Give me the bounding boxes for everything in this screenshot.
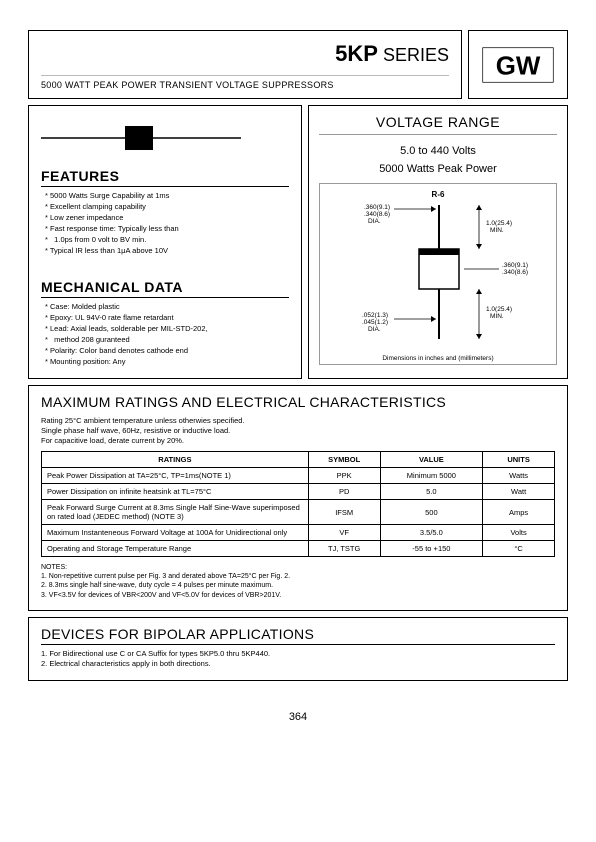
- feature-item: Fast response time: Typically less than: [41, 224, 289, 233]
- mechanical-item: method 208 guranteed: [41, 335, 289, 344]
- cell-value: 5.0: [380, 484, 483, 500]
- ratings-pretext: Rating 25°C ambient temperature unless o…: [41, 416, 555, 445]
- col-value: VALUE: [380, 452, 483, 468]
- page-number: 364: [28, 711, 568, 723]
- cell-rating: Peak Power Dissipation at TA=25°C, TP=1m…: [42, 468, 309, 484]
- cell-symbol: IFSM: [308, 500, 380, 525]
- feature-item: Typical IR less than 1μA above 10V: [41, 246, 289, 255]
- header-subtitle: 5000 WATT PEAK POWER TRANSIENT VOLTAGE S…: [41, 80, 449, 90]
- features-list: 5000 Watts Surge Capability at 1ms Excel…: [41, 191, 289, 255]
- mechanical-list: Case: Molded plastic Epoxy: UL 94V-0 rat…: [41, 302, 289, 366]
- cell-unit: Watt: [483, 484, 555, 500]
- svg-text:GW: GW: [496, 52, 541, 80]
- table-row: Maximum Instanteneous Forward Voltage at…: [42, 525, 555, 541]
- cell-rating: Power Dissipation on infinite heatsink a…: [42, 484, 309, 500]
- ratings-notes: NOTES: 1. Non-repetitive current pulse p…: [41, 563, 555, 599]
- table-row: Peak Forward Surge Current at 8.3ms Sing…: [42, 500, 555, 525]
- bipolar-box: DEVICES FOR BIPOLAR APPLICATIONS 1. For …: [28, 617, 568, 681]
- svg-text:DIA.: DIA.: [368, 218, 381, 225]
- svg-text:.045(1.2): .045(1.2): [362, 319, 388, 326]
- gw-logo-icon: GW: [482, 45, 554, 85]
- package-label: R-6: [324, 190, 552, 199]
- feature-item: 5000 Watts Surge Capability at 1ms: [41, 191, 289, 200]
- mechanical-item: Polarity: Color band denotes cathode end: [41, 346, 289, 355]
- svg-text:.360(9.1): .360(9.1): [502, 262, 528, 269]
- svg-text:MIN.: MIN.: [490, 227, 504, 234]
- svg-text:MIN.: MIN.: [490, 313, 504, 320]
- cell-value: 500: [380, 500, 483, 525]
- mechanical-item: Case: Molded plastic: [41, 302, 289, 311]
- col-ratings: RATINGS: [42, 452, 309, 468]
- table-row: Power Dissipation on infinite heatsink a…: [42, 484, 555, 500]
- svg-text:1.0(25.4): 1.0(25.4): [486, 306, 512, 313]
- bipolar-text: 1. For Bidirectional use C or CA Suffix …: [41, 649, 555, 670]
- series-suffix: SERIES: [378, 45, 449, 65]
- cell-unit: °C: [483, 541, 555, 557]
- package-footer: Dimensions in inches and (millimeters): [324, 355, 552, 362]
- mechanical-item: Mounting position: Any: [41, 357, 289, 366]
- svg-text:DIA.: DIA.: [368, 326, 381, 333]
- series-bold: 5KP: [335, 41, 378, 66]
- svg-text:.340(8.6): .340(8.6): [364, 211, 390, 218]
- cell-symbol: TJ, TSTG: [308, 541, 380, 557]
- mechanical-heading: MECHANICAL DATA: [41, 279, 289, 298]
- cell-value: 3.5/5.0: [380, 525, 483, 541]
- col-symbol: SYMBOL: [308, 452, 380, 468]
- features-mechanical-box: FEATURES 5000 Watts Surge Capability at …: [28, 105, 302, 379]
- svg-text:.052(1.3): .052(1.3): [362, 312, 388, 319]
- bipolar-heading: DEVICES FOR BIPOLAR APPLICATIONS: [41, 626, 555, 645]
- feature-item: Excellent clamping capability: [41, 202, 289, 211]
- cell-unit: Volts: [483, 525, 555, 541]
- series-title: 5KP SERIES: [41, 41, 449, 67]
- logo-box: GW: [468, 30, 568, 99]
- cell-value: -55 to +150: [380, 541, 483, 557]
- svg-text:1.0(25.4): 1.0(25.4): [486, 220, 512, 227]
- title-box: 5KP SERIES 5000 WATT PEAK POWER TRANSIEN…: [28, 30, 462, 99]
- notes-label: NOTES:: [41, 563, 555, 572]
- voltage-range-power: 5000 Watts Peak Power: [319, 163, 557, 175]
- cell-value: Minimum 5000: [380, 468, 483, 484]
- table-header-row: RATINGS SYMBOL VALUE UNITS: [42, 452, 555, 468]
- feature-item: 1.0ps from 0 volt to BV min.: [41, 235, 289, 244]
- bipolar-line: 1. For Bidirectional use C or CA Suffix …: [41, 649, 555, 660]
- note-line: 1. Non-repetitive current pulse per Fig.…: [41, 572, 555, 581]
- cell-unit: Watts: [483, 468, 555, 484]
- package-drawing: R-6 .360(9.1) .340(8.6) DIA.: [319, 183, 557, 365]
- cell-rating: Maximum Instanteneous Forward Voltage at…: [42, 525, 309, 541]
- cell-symbol: VF: [308, 525, 380, 541]
- table-row: Peak Power Dissipation at TA=25°C, TP=1m…: [42, 468, 555, 484]
- feature-item: Low zener impedance: [41, 213, 289, 222]
- svg-text:.340(8.6): .340(8.6): [502, 269, 528, 276]
- ratings-box: MAXIMUM RATINGS AND ELECTRICAL CHARACTER…: [28, 385, 568, 611]
- cell-symbol: PPK: [308, 468, 380, 484]
- voltage-range-heading: VOLTAGE RANGE: [319, 114, 557, 135]
- cell-rating: Peak Forward Surge Current at 8.3ms Sing…: [42, 500, 309, 525]
- table-row: Operating and Storage Temperature Range …: [42, 541, 555, 557]
- cell-symbol: PD: [308, 484, 380, 500]
- ratings-heading: MAXIMUM RATINGS AND ELECTRICAL CHARACTER…: [41, 394, 555, 410]
- col-units: UNITS: [483, 452, 555, 468]
- bipolar-line: 2. Electrical characteristics apply in b…: [41, 659, 555, 670]
- cell-rating: Operating and Storage Temperature Range: [42, 541, 309, 557]
- features-heading: FEATURES: [41, 168, 289, 187]
- ratings-table: RATINGS SYMBOL VALUE UNITS Peak Power Di…: [41, 451, 555, 557]
- voltage-range-box: VOLTAGE RANGE 5.0 to 440 Volts 5000 Watt…: [308, 105, 568, 379]
- diode-symbol-icon: [41, 120, 241, 156]
- mechanical-item: Lead: Axial leads, solderable per MIL-ST…: [41, 324, 289, 333]
- svg-text:.360(9.1): .360(9.1): [364, 204, 390, 211]
- note-line: 3. VF<3.5V for devices of VBR<200V and V…: [41, 591, 555, 600]
- cell-unit: Amps: [483, 500, 555, 525]
- note-line: 2. 8.3ms single half sine-wave, duty cyc…: [41, 581, 555, 590]
- package-outline-icon: .360(9.1) .340(8.6) DIA. 1.0(25.4) MIN. …: [324, 199, 554, 349]
- mechanical-item: Epoxy: UL 94V-0 rate flame retardant: [41, 313, 289, 322]
- voltage-range-value: 5.0 to 440 Volts: [319, 145, 557, 157]
